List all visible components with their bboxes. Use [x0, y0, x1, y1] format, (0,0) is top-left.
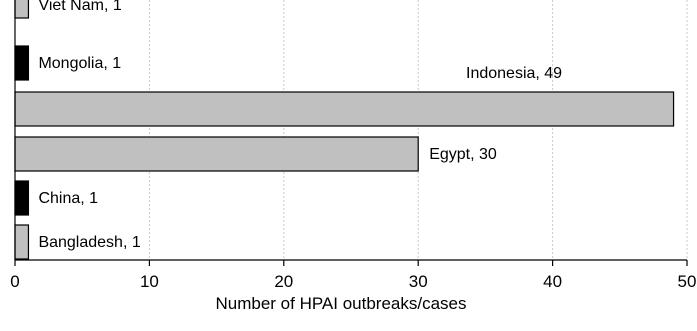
x-tick-label-50: 50 — [678, 272, 697, 291]
bars — [14, 0, 675, 260]
x-axis: 0 10 20 30 40 50 — [10, 0, 696, 291]
x-tick-label-40: 40 — [543, 272, 562, 291]
x-tick-label-10: 10 — [140, 272, 159, 291]
data-label-indonesia: Indonesia, 49 — [466, 65, 562, 82]
bar-china — [14, 180, 30, 216]
data-label-bangladesh: Bangladesh, 1 — [38, 234, 140, 251]
x-tick-label-0: 0 — [10, 272, 19, 291]
data-label-mongolia: Mongolia, 1 — [38, 55, 121, 72]
data-label-china: China, 1 — [38, 190, 98, 207]
bar-mongolia — [14, 45, 30, 81]
x-tick-label-30: 30 — [409, 272, 428, 291]
bar-bangladesh — [14, 224, 30, 260]
bar-indonesia — [14, 91, 675, 127]
bar-egypt — [14, 136, 419, 172]
data-labels: Viet Nam, 1 Mongolia, 1 Indonesia, 49 Egypt… — [38, 0, 562, 251]
data-label-viet-nam: Viet Nam, 1 — [38, 0, 121, 14]
data-label-egypt: Egypt, 30 — [429, 146, 497, 163]
x-axis-title: Number of HPAI outbreaks/cases — [215, 294, 466, 313]
gridlines — [148, 0, 688, 260]
bar-viet-nam — [14, 0, 30, 19]
x-tick-label-20: 20 — [274, 272, 293, 291]
